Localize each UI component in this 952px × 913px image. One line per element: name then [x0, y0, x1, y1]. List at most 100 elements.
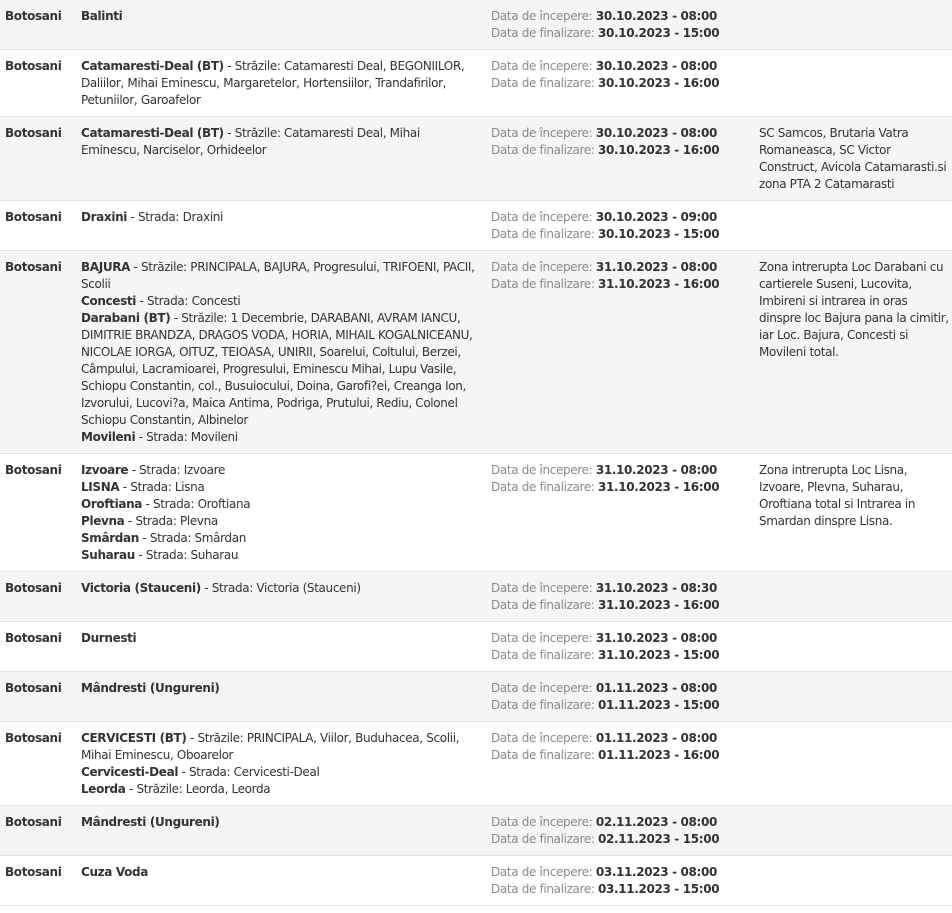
locality-name: Balinti — [81, 9, 123, 23]
end-label: Data de finalizare: — [491, 227, 595, 241]
dates-cell: Data de începere: 31.10.2023 - 08:00 Data… — [491, 462, 759, 564]
locality-streets: - Strada: Lisna — [119, 480, 205, 494]
locality-streets: - Strada: Smârdan — [138, 531, 247, 545]
end-label: Data de finalizare: — [491, 480, 595, 494]
end-value: 30.10.2023 - 15:00 — [598, 227, 720, 241]
end-value: 02.11.2023 - 15:00 — [598, 832, 720, 846]
table-row: Botosani Mândresti (Ungureni) Data de înce… — [0, 806, 952, 856]
dates-cell: Data de începere: 31.10.2023 - 08:00 Data… — [491, 259, 759, 446]
start-date: Data de începere: 31.10.2023 - 08:30 — [491, 580, 759, 597]
locality-streets: - Străzile: Catamaresti Deal, BEGONIILOR… — [81, 59, 465, 107]
dates-cell: Data de începere: 30.10.2023 - 08:00 Data… — [491, 8, 759, 42]
start-value: 30.10.2023 - 08:00 — [595, 59, 718, 73]
end-value: 01.11.2023 - 15:00 — [598, 698, 720, 712]
dates-cell: Data de începere: 01.11.2023 - 08:00 Data… — [491, 730, 759, 798]
county-cell: Botosani — [5, 815, 62, 829]
end-label: Data de finalizare: — [491, 748, 595, 762]
start-label: Data de începere: — [491, 631, 593, 645]
start-date: Data de începere: 30.10.2023 - 08:00 — [491, 58, 759, 75]
locality-cell: BAJURA - Străzile: PRINCIPALA, BAJURA, P… — [81, 259, 491, 446]
start-date: Data de începere: 30.10.2023 - 08:00 — [491, 125, 759, 142]
table-row: Botosani Catamaresti-Deal (BT) - Străzile… — [0, 117, 952, 201]
locality-streets: - Strada: Movileni — [135, 430, 238, 444]
locality-streets: - Strada: Victoria (Stauceni) — [200, 581, 361, 595]
locality-name: Oroftiana — [81, 497, 143, 511]
locality-name: Leorda — [81, 782, 126, 796]
locality-entry: Cuza Voda — [81, 864, 476, 881]
start-value: 30.10.2023 - 08:00 — [595, 9, 718, 23]
locality-streets: - Străzile: 1 Decembrie, DARABANI, AVRAM… — [81, 311, 473, 427]
end-label: Data de finalizare: — [491, 76, 595, 90]
end-label: Data de finalizare: — [491, 832, 595, 846]
table-row: Botosani Izvoare - Strada: Izvoare LISNA -… — [0, 454, 952, 572]
start-date: Data de începere: 30.10.2023 - 09:00 — [491, 209, 759, 226]
table-row: Botosani BAJURA - Străzile: PRINCIPALA, B… — [0, 251, 952, 454]
locality-cell: Mândresti (Ungureni) — [81, 680, 491, 714]
locality-cell: Victoria (Stauceni) - Strada: Victoria (… — [81, 580, 491, 614]
locality-entry: Plevna - Strada: Plevna — [81, 513, 476, 530]
start-date: Data de începere: 03.11.2023 - 08:00 — [491, 864, 759, 881]
start-label: Data de începere: — [491, 865, 593, 879]
locality-cell: Cuza Voda — [81, 864, 491, 898]
end-value: 03.11.2023 - 15:00 — [598, 882, 720, 896]
locality-name: CERVICESTI (BT) — [81, 731, 187, 745]
end-date: Data de finalizare: 31.10.2023 - 15:00 — [491, 647, 759, 664]
start-value: 31.10.2023 - 08:00 — [595, 260, 718, 274]
start-value: 30.10.2023 - 09:00 — [595, 210, 718, 224]
end-value: 30.10.2023 - 16:00 — [598, 76, 720, 90]
county-cell: Botosani — [5, 210, 62, 224]
start-label: Data de începere: — [491, 731, 593, 745]
end-label: Data de finalizare: — [491, 143, 595, 157]
table-row: Botosani Catamaresti-Deal (BT) - Străzile… — [0, 50, 952, 117]
end-label: Data de finalizare: — [491, 698, 595, 712]
locality-name: Cervicesti-Deal — [81, 765, 179, 779]
locality-entry: Leorda - Străzile: Leorda, Leorda — [81, 781, 476, 798]
locality-name: Plevna — [81, 514, 125, 528]
county-cell: Botosani — [5, 260, 62, 274]
end-date: Data de finalizare: 03.11.2023 - 15:00 — [491, 881, 759, 898]
dates-cell: Data de începere: 30.10.2023 - 09:00 Data… — [491, 209, 759, 243]
locality-name: Darabani (BT) — [81, 311, 171, 325]
start-date: Data de începere: 31.10.2023 - 08:00 — [491, 462, 759, 479]
locality-name: Catamaresti-Deal (BT) — [81, 126, 224, 140]
county-cell: Botosani — [5, 126, 62, 140]
end-label: Data de finalizare: — [491, 26, 595, 40]
start-date: Data de începere: 01.11.2023 - 08:00 — [491, 730, 759, 747]
end-date: Data de finalizare: 30.10.2023 - 16:00 — [491, 75, 759, 92]
county-cell: Botosani — [5, 681, 62, 695]
locality-name: Izvoare — [81, 463, 129, 477]
locality-cell: Durnesti — [81, 630, 491, 664]
end-label: Data de finalizare: — [491, 598, 595, 612]
end-date: Data de finalizare: 01.11.2023 - 16:00 — [491, 747, 759, 764]
locality-entry: Durnesti — [81, 630, 476, 647]
locality-streets: - Străzile: Catamaresti Deal, Mihai Emin… — [81, 126, 420, 157]
start-date: Data de începere: 31.10.2023 - 08:00 — [491, 259, 759, 276]
table-row: Botosani Mândresti (Ungureni) Data de înce… — [0, 672, 952, 722]
county-cell: Botosani — [5, 731, 62, 745]
start-label: Data de începere: — [491, 210, 593, 224]
locality-entry: LISNA - Strada: Lisna — [81, 479, 476, 496]
locality-name: LISNA — [81, 480, 120, 494]
locality-streets: - Strada: Cervicesti-Deal — [178, 765, 320, 779]
notes-cell — [759, 630, 949, 664]
start-label: Data de începere: — [491, 126, 593, 140]
notes-cell — [759, 209, 949, 243]
start-value: 02.11.2023 - 08:00 — [595, 815, 718, 829]
locality-entry: Cervicesti-Deal - Strada: Cervicesti-Dea… — [81, 764, 476, 781]
end-date: Data de finalizare: 31.10.2023 - 16:00 — [491, 597, 759, 614]
table-row: Botosani Draxini - Strada: Draxini Data de… — [0, 201, 952, 251]
notes-cell — [759, 58, 949, 109]
county-cell: Botosani — [5, 9, 62, 23]
locality-cell: Balinti — [81, 8, 491, 42]
locality-name: Durnesti — [81, 631, 137, 645]
locality-entry: Catamaresti-Deal (BT) - Străzile: Catama… — [81, 125, 476, 159]
locality-cell: CERVICESTI (BT) - Străzile: PRINCIPALA, … — [81, 730, 491, 798]
locality-name: Concesti — [81, 294, 137, 308]
table-row: Botosani CERVICESTI (BT) - Străzile: PRIN… — [0, 722, 952, 806]
start-date: Data de începere: 30.10.2023 - 08:00 — [491, 8, 759, 25]
locality-entry: Movileni - Strada: Movileni — [81, 429, 476, 446]
end-label: Data de finalizare: — [491, 277, 595, 291]
notes-cell — [759, 730, 949, 798]
notes-cell — [759, 8, 949, 42]
locality-entry: Mândresti (Ungureni) — [81, 814, 476, 831]
